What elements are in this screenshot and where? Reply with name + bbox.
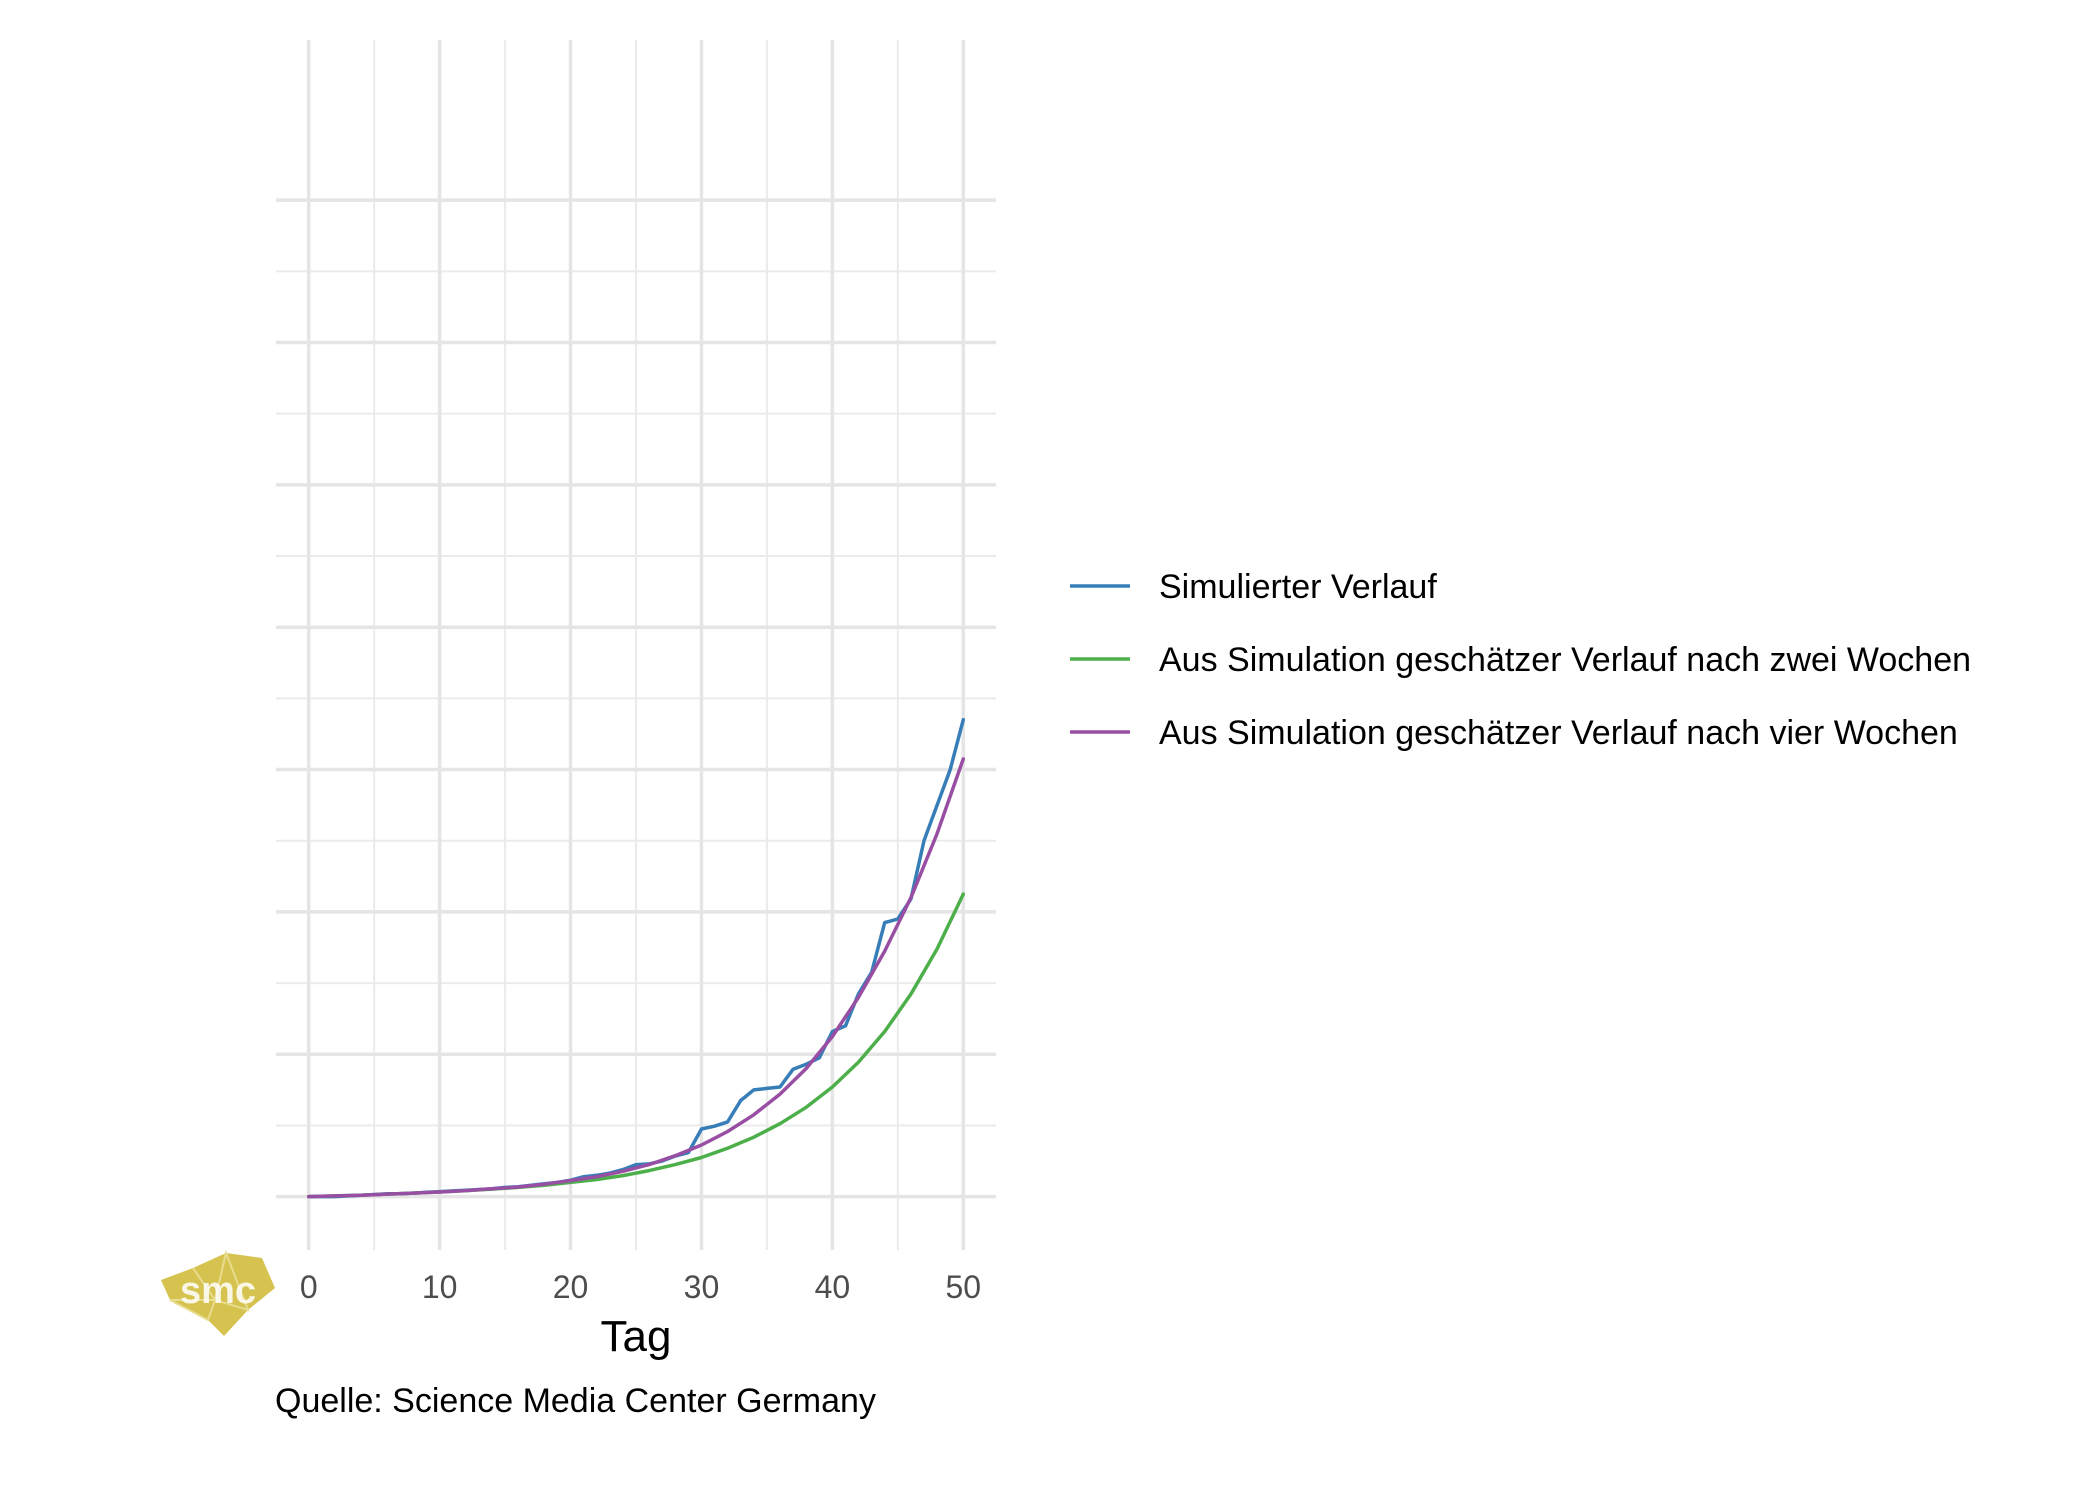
series-lines: [306, 717, 966, 1199]
smc-logo-shape: [161, 1253, 275, 1336]
grid: [276, 40, 996, 1250]
x-axis-ticks: 0 10 20 30 40 50: [300, 1269, 981, 1305]
smc-logo-facets: [169, 1249, 250, 1322]
x-tick-label: 50: [945, 1269, 981, 1305]
x-axis-title: Tag: [601, 1312, 672, 1361]
legend-label: Aus Simulation geschätzer Verlauf nach z…: [1159, 641, 1971, 679]
x-tick-label: 10: [422, 1269, 458, 1305]
x-tick-label: 40: [815, 1269, 851, 1305]
legend-label: Aus Simulation geschätzer Verlauf nach v…: [1159, 714, 1958, 752]
legend: Simulierter Verlauf Aus Simulation geschä…: [1070, 568, 1971, 752]
x-tick-label: 30: [684, 1269, 720, 1305]
source-caption: Quelle: Science Media Center Germany: [275, 1382, 876, 1420]
x-tick-label: 0: [300, 1269, 318, 1305]
series-line-3: [306, 757, 966, 1199]
x-tick-label: 20: [553, 1269, 589, 1305]
smc-logo-text: smc: [180, 1270, 256, 1312]
smc-logo: smc: [161, 1249, 275, 1336]
legend-label: Simulierter Verlauf: [1159, 568, 1437, 606]
